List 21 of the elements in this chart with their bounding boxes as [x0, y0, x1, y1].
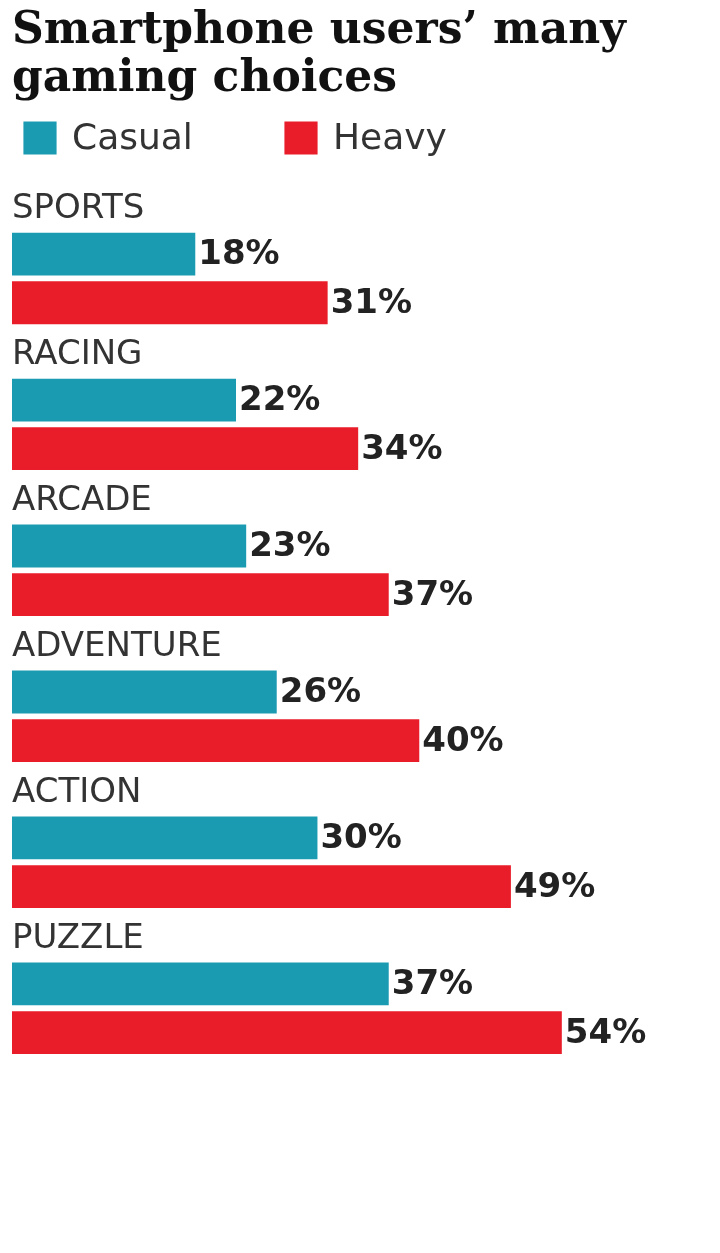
data-label: 37% [391, 961, 474, 1002]
legend-label: Casual [72, 116, 193, 157]
data-label: 18% [198, 232, 280, 273]
y-tick-label: SPORTS [12, 186, 145, 227]
data-label: 26% [279, 669, 362, 710]
data-label: 37% [391, 572, 474, 613]
y-tick-label: ARCADE [12, 478, 152, 519]
data-label: 22% [239, 378, 321, 419]
data-label: 31% [330, 280, 413, 321]
data-label: 40% [422, 718, 504, 759]
y-tick-label: PUZZLE [12, 916, 144, 957]
chart-title: Smartphone users’ many gaming choices [12, 2, 628, 101]
data-label: 54% [564, 1010, 647, 1051]
data-label: 23% [249, 524, 331, 565]
data-label: 30% [320, 815, 402, 856]
y-tick-label: RACING [12, 332, 143, 373]
legend-label: Heavy [333, 116, 447, 157]
y-tick-label: ADVENTURE [12, 624, 222, 665]
data-label: 34% [361, 426, 443, 467]
y-tick-label: ACTION [12, 770, 142, 811]
data-label: 49% [513, 864, 596, 905]
